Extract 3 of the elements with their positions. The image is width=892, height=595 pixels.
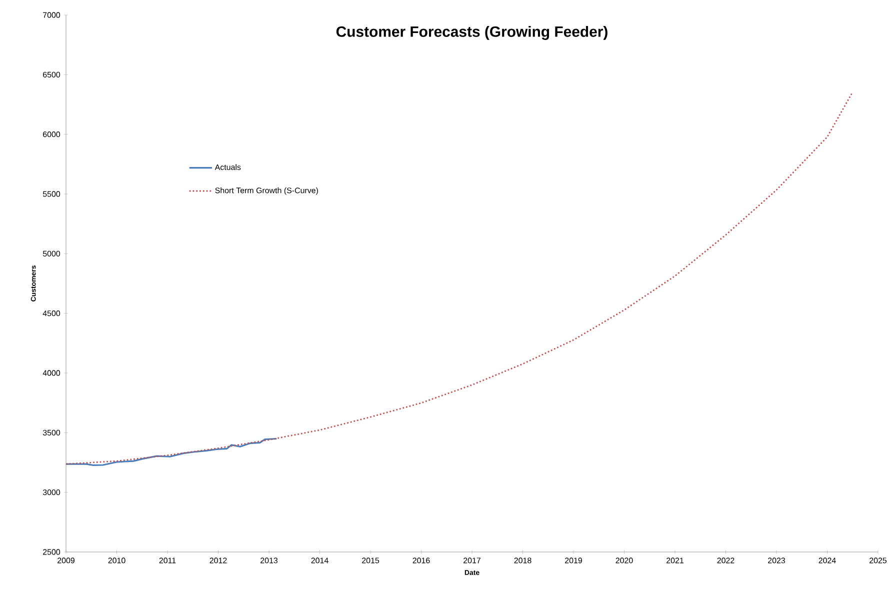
text: Customer Forecasts (Growing Feeder) [336,26,608,40]
line-series [65,91,854,465]
line-series [65,438,278,466]
